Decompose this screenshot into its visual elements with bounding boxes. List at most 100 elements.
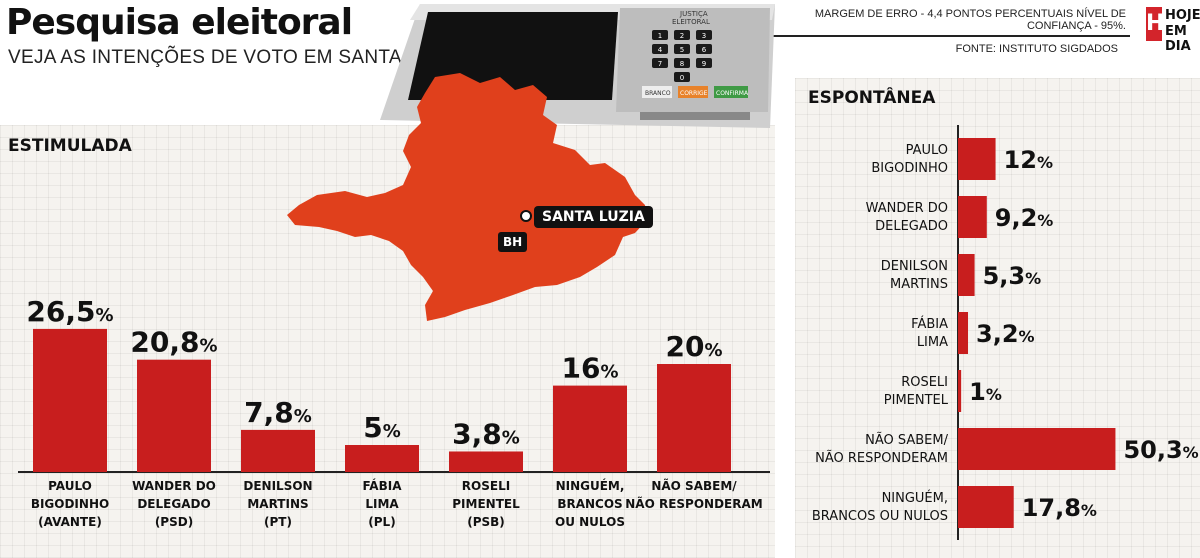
data-label: 5,3% <box>983 262 1042 290</box>
keypad-key-label: 0 <box>680 74 684 82</box>
keypad-key-label: 2 <box>680 32 684 40</box>
source-note: FONTE: INSTITUTO SIGDADOS <box>955 43 1118 55</box>
bar <box>958 254 975 296</box>
category-label: PAULO <box>906 143 948 158</box>
page-title: Pesquisa eleitoral <box>6 2 353 43</box>
category-label: ROSELI <box>462 479 510 493</box>
bar <box>657 364 731 472</box>
bar <box>958 196 987 238</box>
category-label: (PSB) <box>467 515 505 529</box>
espontanea-title: ESPONTÂNEA <box>808 88 936 108</box>
category-label: NÃO RESPONDERAM <box>815 450 948 466</box>
bar <box>958 138 996 180</box>
city-label: SANTA LUZIA <box>534 206 653 228</box>
category-label: NINGUÉM, <box>882 490 948 506</box>
category-label: PIMENTEL <box>884 393 949 408</box>
keypad-key <box>674 44 690 54</box>
bar <box>241 429 315 472</box>
data-label: 12% <box>1004 146 1053 174</box>
category-label: MARTINS <box>890 277 948 292</box>
category-label: WANDER DO <box>866 201 948 216</box>
category-label: (AVANTE) <box>38 515 102 529</box>
page-subtitle: VEJA AS INTENÇÕES DE VOTO EM SANTA LUZIA <box>8 47 462 68</box>
keypad-key-label: 8 <box>680 60 684 68</box>
category-label: PIMENTEL <box>452 497 520 511</box>
keypad-key <box>652 44 668 54</box>
bar <box>958 312 969 354</box>
category-label: BIGODINHO <box>871 161 948 176</box>
urna-label1: JUSTIÇA <box>679 10 708 18</box>
bar <box>958 486 1014 528</box>
data-label: 9,2% <box>995 204 1054 232</box>
category-label: PAULO <box>48 479 92 493</box>
category-label: DENILSON <box>243 479 312 493</box>
category-label: NINGUÉM, <box>556 478 625 493</box>
keypad-key-label: 6 <box>702 46 707 54</box>
divider <box>770 35 1130 37</box>
data-label: 5% <box>363 411 401 444</box>
bar <box>958 428 1116 470</box>
confirma-key <box>714 86 748 98</box>
category-label: DENILSON <box>881 259 948 274</box>
bar <box>137 359 211 472</box>
category-label: BRANCOS <box>557 497 622 511</box>
capital-label: BH <box>498 232 528 252</box>
category-label: DELEGADO <box>137 497 210 511</box>
keypad-key <box>674 72 690 82</box>
category-label: (PSD) <box>155 515 193 529</box>
confirma-label: CONFIRMA <box>716 90 749 97</box>
category-label: BIGODINHO <box>31 497 109 511</box>
estimulada-title: ESTIMULADA <box>8 136 132 156</box>
keypad-key <box>674 30 690 40</box>
branco-key <box>642 86 672 98</box>
corrige-key <box>678 86 708 98</box>
data-label: 16% <box>561 352 618 385</box>
estimulada-panel <box>0 125 775 558</box>
data-label: 20% <box>665 330 722 363</box>
keypad-key-label: 5 <box>680 46 684 54</box>
data-label: 7,8% <box>244 396 312 429</box>
keypad-key <box>696 44 712 54</box>
bar <box>345 445 419 472</box>
keypad: 1 2 3 4 5 6 7 8 9 0 <box>652 30 712 82</box>
data-label: 26,5% <box>26 295 113 328</box>
category-label: FÁBIA <box>362 478 402 493</box>
category-label: NÃO RESPONDERAM <box>625 496 762 511</box>
bar <box>33 328 107 472</box>
logo-line1: HOJE <box>1165 8 1200 23</box>
logo-letter: H <box>1146 7 1164 41</box>
keypad-key-label: 1 <box>658 32 662 40</box>
data-label: 3,2% <box>976 320 1035 348</box>
bar <box>553 385 627 472</box>
keypad-key <box>652 30 668 40</box>
data-label: 17,8% <box>1022 494 1097 522</box>
city-marker <box>520 210 532 222</box>
keypad-key <box>674 58 690 68</box>
brand-logo: H HOJE EM DIA <box>1146 7 1200 54</box>
category-label: NÃO SABEM/ <box>651 478 737 493</box>
category-label: OU NULOS <box>555 515 625 529</box>
category-label: LIMA <box>917 335 948 350</box>
data-label: 50,3% <box>1123 436 1198 464</box>
state-map <box>287 73 647 321</box>
category-label: (PL) <box>368 515 395 529</box>
margin-note: MARGEM DE ERRO - 4,4 PONTOS PERCENTUAIS … <box>814 8 1126 32</box>
keypad-key <box>696 58 712 68</box>
data-label: 3,8% <box>452 417 520 450</box>
category-label: LIMA <box>365 497 399 511</box>
category-label: ROSELI <box>901 375 948 390</box>
keypad-key <box>696 30 712 40</box>
keypad-key-label: 7 <box>658 60 662 68</box>
keypad-key-label: 9 <box>702 60 706 68</box>
data-label: 20,8% <box>130 326 217 359</box>
category-label: NÃO SABEM/ <box>865 432 948 448</box>
bar <box>449 451 523 472</box>
branco-label: BRANCO <box>645 90 671 97</box>
keypad-key-label: 4 <box>658 46 663 54</box>
category-label: FÁBIA <box>911 316 948 332</box>
category-label: BRANCOS OU NULOS <box>812 509 948 524</box>
corrige-label: CORRIGE <box>680 90 708 97</box>
category-label: WANDER DO <box>132 479 216 493</box>
data-label: 1% <box>969 378 1002 406</box>
